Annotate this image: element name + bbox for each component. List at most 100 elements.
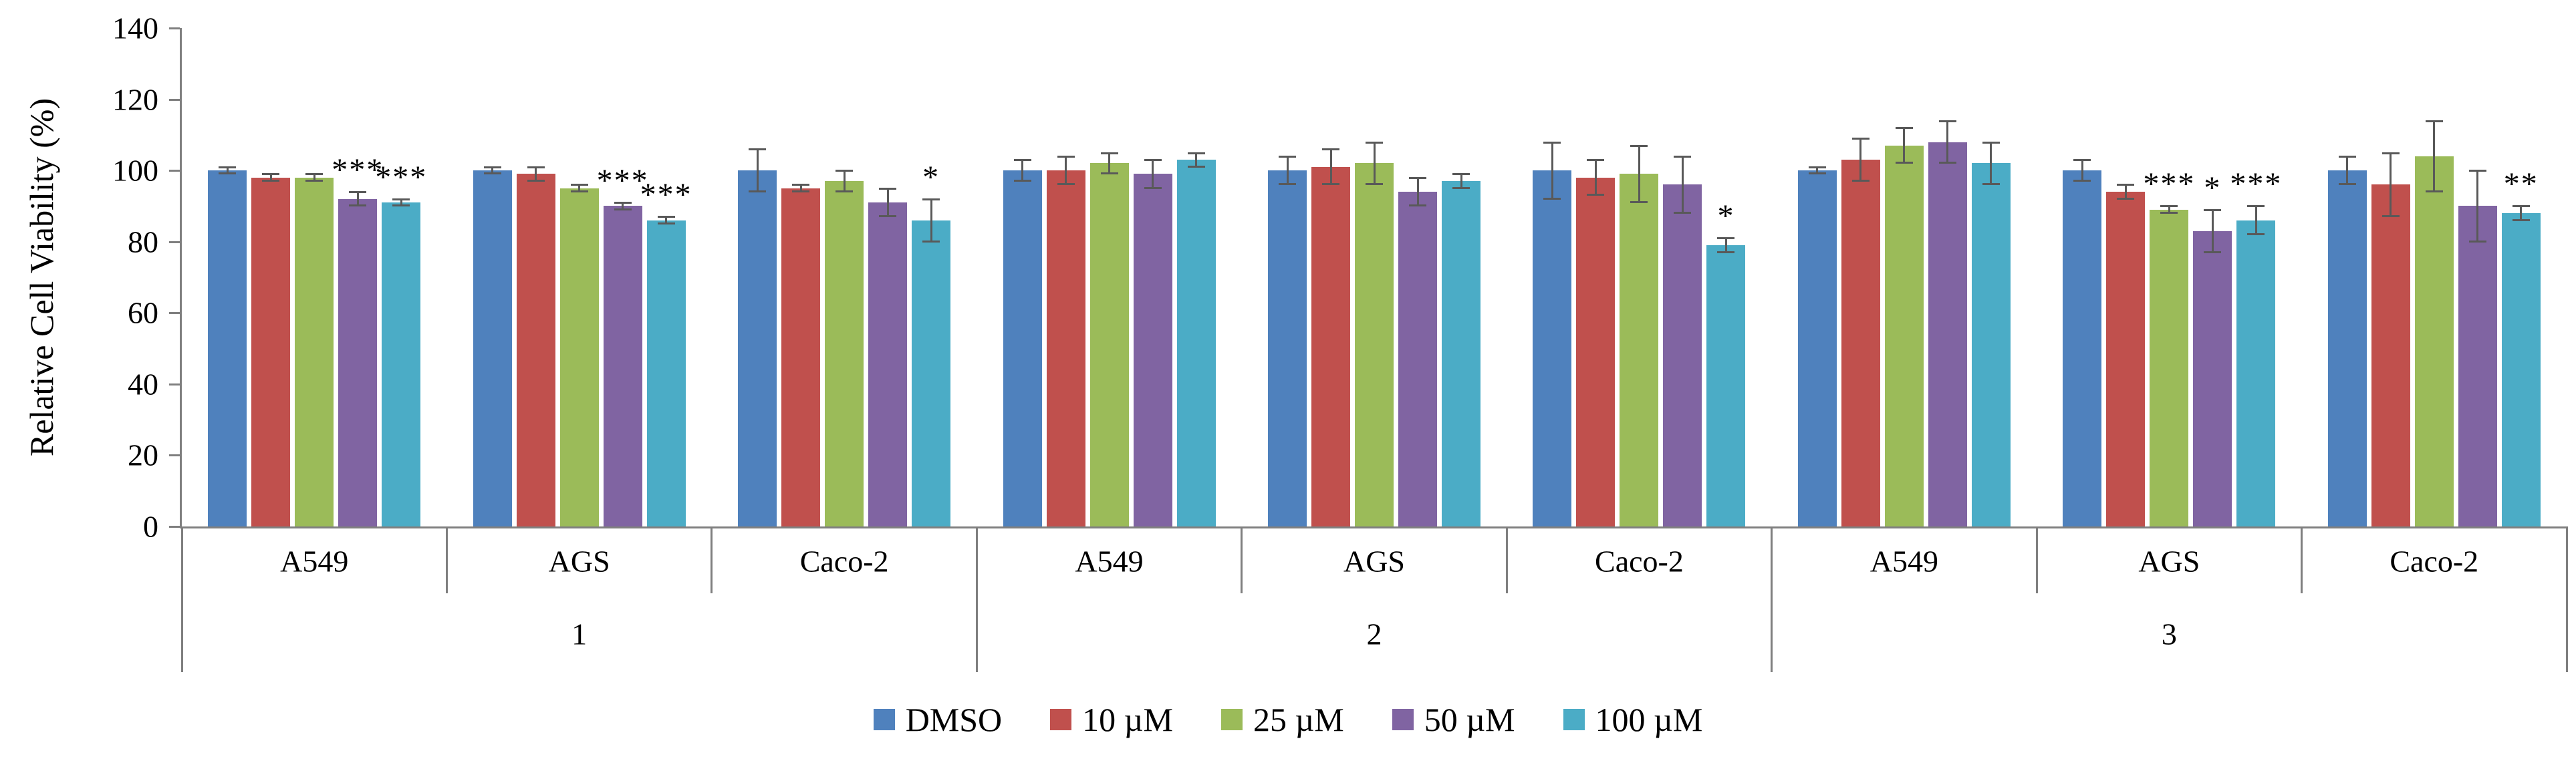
y-tick-label: 120 [112, 82, 158, 117]
error-bar-cap-top [1982, 141, 2000, 144]
error-bar-line [2346, 156, 2349, 185]
legend-label: 25 µM [1253, 701, 1344, 738]
error-bar-cap-bottom [1938, 162, 1956, 164]
cellline-separator-line [1505, 526, 1508, 593]
error-bar-line [356, 192, 359, 206]
cell-line-label: Caco-2 [1595, 544, 1684, 579]
error-bar-cap-bottom [2117, 197, 2135, 200]
bar [338, 198, 378, 526]
error-bar-cap-top [2204, 208, 2222, 211]
legend-item: 25 µM [1220, 700, 1344, 739]
error-bar-cap-top [1279, 155, 1296, 158]
error-bar-cap-bottom [2425, 190, 2443, 193]
y-tick-mark [169, 241, 180, 243]
bar [2371, 184, 2410, 526]
error-bar-cap-top [527, 166, 545, 168]
error-bar-cap-bottom [1982, 183, 2000, 186]
legend-label: 50 µM [1424, 701, 1515, 738]
y-tick-mark [169, 312, 180, 315]
error-bar-line [665, 216, 668, 224]
bar [1533, 170, 1572, 526]
significance-label: *** [375, 159, 428, 195]
bar [1706, 245, 1746, 526]
cellline-separator-line [445, 526, 448, 593]
cellline-separator-line [711, 526, 713, 593]
significance-label: * [1717, 198, 1735, 235]
y-tick-label: 0 [143, 509, 158, 544]
bar [1311, 166, 1350, 526]
error-bar-cap-top [792, 184, 810, 186]
error-bar-cap-bottom [749, 190, 767, 193]
error-bar-cap-bottom [1322, 183, 1339, 186]
error-bar-cap-bottom [2204, 251, 2222, 253]
compound-label: 2 [1366, 617, 1382, 651]
error-bar-cap-top [2247, 205, 2265, 208]
error-bar-cap-bottom [305, 180, 324, 182]
error-bar-cap-bottom [219, 172, 237, 175]
legend-item: DMSO [873, 700, 1002, 739]
error-bar-cap-bottom [1100, 172, 1118, 175]
y-tick-mark [169, 98, 180, 101]
error-bar-cap-bottom [614, 208, 632, 210]
error-bar-line [1946, 120, 1949, 164]
error-bar-cap-bottom [835, 190, 854, 193]
bar [738, 170, 777, 526]
significance-label: ** [2503, 166, 2539, 202]
error-bar-cap-top [2512, 205, 2530, 208]
error-bar-line [1329, 149, 1332, 185]
bar [603, 206, 642, 526]
bar [2458, 206, 2497, 526]
error-bar-cap-top [1366, 141, 1383, 144]
error-bar-cap-top [1808, 166, 1826, 168]
error-bar-line [1373, 142, 1376, 185]
bar [1268, 170, 1307, 526]
bar [2063, 170, 2102, 526]
bar [868, 202, 908, 526]
error-bar-cap-bottom [570, 190, 588, 193]
cell-line-label: AGS [2138, 544, 2200, 579]
error-bar-line [491, 166, 494, 174]
error-bar-cap-top [1187, 152, 1205, 154]
y-tick-label: 140 [112, 11, 158, 45]
error-bar-line [1195, 152, 1198, 167]
error-bar-line [2168, 206, 2170, 214]
error-bar-cap-bottom [1851, 180, 1870, 182]
y-tick-mark [169, 454, 180, 457]
x-axis-line [180, 526, 2567, 528]
error-bar-cap-bottom [1013, 180, 1031, 182]
compound-label: 3 [2161, 617, 2177, 651]
error-bar-line [1152, 160, 1154, 188]
error-bar-cap-top [349, 191, 367, 194]
legend-item: 50 µM [1392, 700, 1515, 739]
bar [516, 174, 555, 526]
error-bar-line [1859, 138, 1862, 182]
compound-separator-line [975, 526, 978, 672]
error-bar-cap-top [835, 170, 854, 172]
error-bar-cap-bottom [657, 222, 675, 225]
error-bar-cap-top [305, 173, 324, 176]
error-bar-cap-top [1013, 159, 1031, 162]
error-bar-cap-bottom [2073, 180, 2091, 182]
bar [2150, 209, 2189, 526]
bar [912, 220, 951, 526]
error-bar-cap-top [2468, 170, 2486, 172]
error-bar-cap-top [1543, 141, 1561, 144]
error-bar-cap-top [570, 184, 588, 186]
y-tick-mark [169, 170, 180, 172]
error-bar-cap-top [1409, 176, 1426, 179]
compound-separator-line [1771, 526, 1773, 672]
error-bar-line [400, 198, 402, 206]
error-bar-cap-bottom [879, 215, 897, 218]
error-bar-cap-bottom [349, 204, 367, 207]
bar [781, 188, 821, 526]
error-bar-cap-top [1895, 127, 1913, 130]
error-bar-line [843, 170, 846, 192]
error-bar-cap-bottom [2338, 183, 2356, 186]
bar [1355, 163, 1394, 526]
error-bar-cap-bottom [1808, 172, 1826, 175]
error-bar-cap-bottom [2381, 215, 2400, 218]
error-bar-line [1681, 156, 1684, 214]
legend-swatch-icon [873, 709, 895, 730]
